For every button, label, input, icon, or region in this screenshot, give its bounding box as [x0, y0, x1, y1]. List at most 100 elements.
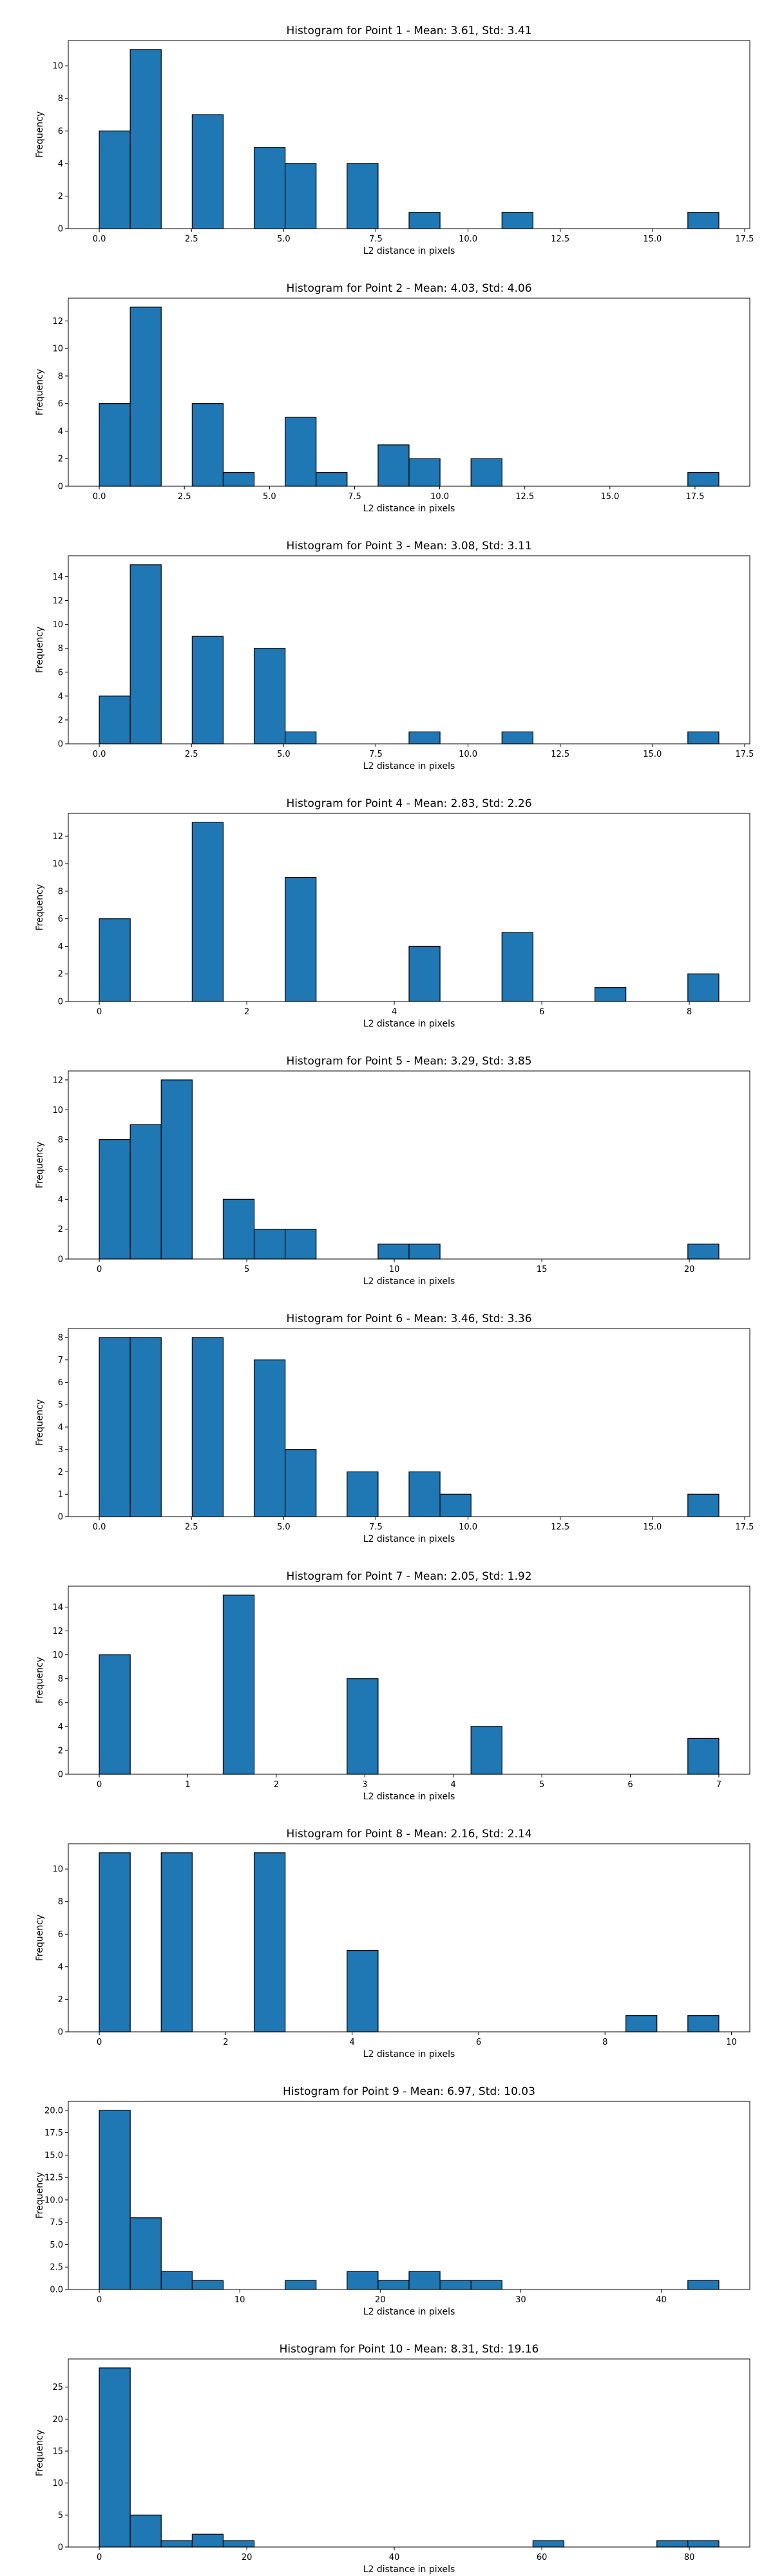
histogram-bar	[160, 1079, 193, 1260]
y-tick-label: 2	[58, 970, 63, 980]
histogram-bar	[160, 1852, 193, 2032]
x-tick-label: 5	[539, 1780, 544, 1790]
histogram-panel: Histogram for Point 5 - Mean: 3.29, Std:…	[35, 1055, 750, 1287]
y-tick-label: 4	[58, 1722, 63, 1732]
histogram-bar	[408, 2271, 441, 2290]
x-axis-label: L2 distance in pixels	[363, 2564, 455, 2575]
histogram-bar	[222, 1595, 255, 1775]
y-tick-label: 5.0	[50, 2240, 63, 2250]
histogram-bar	[222, 1198, 255, 1260]
x-tick-label: 10	[234, 2295, 245, 2305]
y-tick-label: 8	[58, 644, 63, 654]
x-axis-label: L2 distance in pixels	[363, 246, 455, 256]
histogram-bar	[222, 2540, 255, 2548]
y-tick-label: 6	[58, 127, 63, 137]
x-axis-label: L2 distance in pixels	[363, 761, 455, 772]
x-tick-label: 17.5	[685, 492, 704, 502]
y-tick-label: 0	[58, 1513, 63, 1522]
y-tick-label: 12	[52, 596, 63, 606]
histogram-bar	[253, 1229, 286, 1260]
histogram-bar	[253, 1359, 286, 1517]
y-tick-label: 0	[58, 2028, 63, 2038]
y-tick-label: 17.5	[44, 2128, 63, 2138]
chart-title: Histogram for Point 7 - Mean: 2.05, Std:…	[286, 1570, 531, 1583]
y-tick-label: 3	[58, 1445, 63, 1455]
y-tick-label: 1	[58, 1490, 63, 1500]
y-tick-label: 6	[58, 1930, 63, 1940]
x-tick-label: 10	[389, 1265, 400, 1274]
y-axis-label: Frequency	[35, 1657, 45, 1703]
x-tick-label: 2.5	[185, 750, 198, 759]
histogram-panel: Histogram for Point 9 - Mean: 6.97, Std:…	[35, 2085, 750, 2317]
histogram-bar	[377, 1244, 410, 1260]
x-tick-label: 5	[244, 1265, 249, 1274]
histogram-bar	[532, 2540, 565, 2548]
y-tick-label: 10	[52, 860, 63, 869]
y-tick-label: 0	[58, 1255, 63, 1265]
histogram-bar	[687, 1738, 720, 1775]
x-tick-label: 12.5	[551, 750, 569, 759]
y-tick-label: 6	[58, 1378, 63, 1388]
x-tick-label: 0.0	[93, 750, 106, 759]
histogram-panel: Histogram for Point 4 - Mean: 2.83, Std:…	[35, 797, 750, 1029]
x-tick-label: 60	[537, 2553, 548, 2562]
x-tick-label: 0.0	[93, 1522, 106, 1532]
histogram-bar	[99, 1852, 131, 2032]
x-tick-label: 10.0	[430, 492, 449, 502]
x-tick-label: 17.5	[736, 234, 754, 244]
histogram-bar	[347, 1471, 379, 1517]
histogram-bar	[285, 1449, 317, 1517]
y-tick-label: 4	[58, 159, 63, 169]
y-tick-label: 2	[58, 1225, 63, 1235]
histogram-bar	[347, 163, 379, 229]
y-tick-label: 12	[52, 317, 63, 327]
y-axis-label: Frequency	[35, 2172, 45, 2219]
histogram-bar	[439, 1493, 472, 1517]
histogram-bar	[191, 822, 224, 1002]
histogram-bar	[316, 472, 348, 487]
histogram-bar	[129, 307, 162, 487]
histogram-panel: Histogram for Point 1 - Mean: 3.61, Std:…	[35, 24, 754, 256]
histogram-bar	[129, 1124, 162, 1260]
histogram-bar	[656, 2540, 689, 2548]
histogram-bar	[470, 1726, 502, 1775]
y-tick-label: 10	[52, 1651, 63, 1660]
histogram-bar	[625, 2015, 658, 2032]
y-axis-label: Frequency	[35, 1142, 45, 1188]
histogram-bar	[191, 2533, 224, 2548]
histogram-bar	[99, 2110, 131, 2290]
y-tick-label: 0.0	[50, 2286, 63, 2295]
x-tick-label: 6	[539, 1007, 544, 1017]
histogram-panel: Histogram for Point 6 - Mean: 3.46, Std:…	[35, 1312, 754, 1544]
histogram-panel: Histogram for Point 2 - Mean: 4.03, Std:…	[35, 282, 750, 514]
y-tick-label: 0	[58, 998, 63, 1007]
histogram-bar	[501, 212, 533, 229]
y-tick-label: 12	[52, 832, 63, 842]
chart-title: Histogram for Point 1 - Mean: 3.61, Std:…	[286, 24, 531, 37]
x-tick-label: 7.5	[348, 492, 361, 502]
y-tick-label: 2	[58, 455, 63, 464]
histogram-bar	[470, 458, 502, 487]
histogram-bar	[285, 731, 317, 744]
x-tick-label: 15.0	[643, 1522, 662, 1532]
y-tick-label: 0	[58, 2543, 63, 2553]
histogram-bar	[191, 636, 224, 744]
histogram-bar	[285, 163, 317, 229]
y-tick-label: 5	[58, 2511, 63, 2521]
x-tick-label: 17.5	[736, 1522, 754, 1532]
chart-title: Histogram for Point 6 - Mean: 3.46, Std:…	[286, 1312, 531, 1325]
x-tick-label: 2	[223, 2038, 228, 2047]
y-tick-label: 10.0	[44, 2195, 63, 2205]
y-tick-label: 8	[58, 94, 63, 104]
y-tick-label: 5	[58, 1401, 63, 1410]
y-tick-label: 10	[52, 345, 63, 354]
x-tick-label: 8	[602, 2038, 607, 2047]
histogram-bar	[253, 648, 286, 744]
histogram-bar	[99, 696, 131, 744]
x-tick-label: 4	[350, 2038, 355, 2047]
histogram-bar	[160, 2540, 193, 2548]
histogram-bar	[377, 444, 410, 487]
axes-frame	[68, 40, 750, 229]
y-tick-label: 10	[52, 1106, 63, 1115]
y-tick-label: 2	[58, 715, 63, 725]
